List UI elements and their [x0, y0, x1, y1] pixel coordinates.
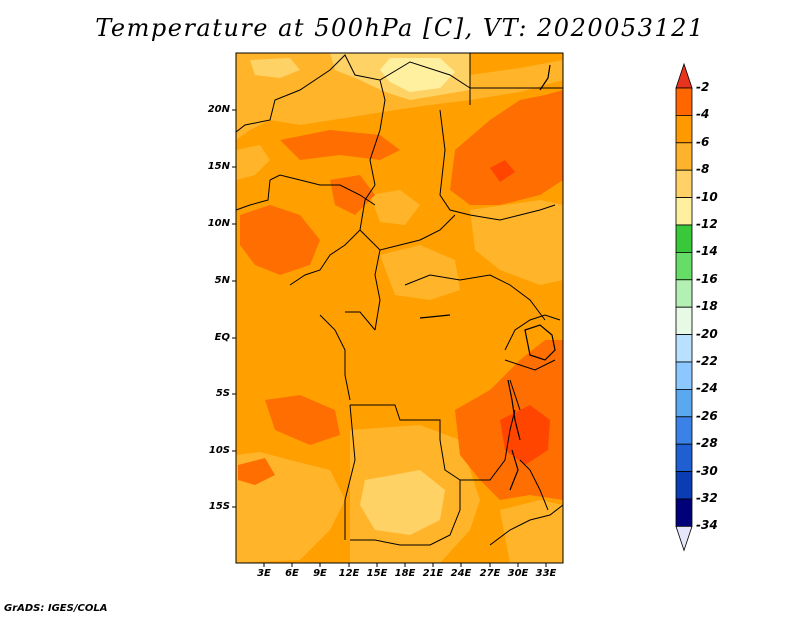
lon-label: 33E [535, 568, 557, 579]
country-boundaries [235, 53, 564, 546]
field-coolest-north [380, 58, 455, 92]
map-panel [235, 52, 564, 564]
field-cool-central [380, 245, 460, 300]
colorbar-label: -22 [696, 354, 718, 368]
colorbar-swatch [675, 443, 693, 473]
colorbar-bottom-arrow [675, 526, 693, 552]
colorbar-label: -2 [696, 80, 710, 94]
colorbar [675, 62, 693, 552]
lat-label: 5N [214, 275, 230, 286]
colorbar-swatch [675, 498, 693, 527]
colorbar-label: -12 [696, 217, 718, 231]
colorbar-swatch [675, 471, 693, 500]
colorbar-label: -26 [696, 408, 718, 423]
field-cool-northwest [250, 58, 300, 78]
field-warmer-east [490, 160, 515, 182]
field-warm-east [450, 90, 563, 205]
lon-label: 3E [257, 568, 271, 579]
lat-label: 10S [208, 445, 230, 456]
colorbar-label: -20 [696, 326, 718, 341]
field-cool-southeast [500, 500, 563, 563]
colorbar-swatch [675, 388, 693, 418]
colorbar-swatch [675, 251, 693, 281]
colorbar-swatch [675, 334, 693, 363]
lat-label: 10N [207, 218, 230, 229]
lat-label: 15S [208, 501, 230, 512]
colorbar-swatch [675, 361, 693, 390]
colorbar-swatch [675, 169, 693, 198]
colorbar-label: -14 [696, 244, 718, 259]
colorbar-swatch [675, 142, 693, 171]
lon-label: 27E [479, 568, 501, 579]
lon-label: 21E [422, 568, 444, 579]
colorbar-label: -10 [696, 189, 718, 204]
colorbar-swatch [675, 224, 693, 253]
lat-ticks [232, 109, 236, 508]
lat-label: 20N [207, 104, 230, 115]
field-cool-mid [370, 190, 420, 225]
field-warm-southwest [265, 395, 340, 445]
colorbar-label: -18 [696, 299, 718, 314]
colorbar-swatch [675, 306, 693, 336]
lon-label: 24E [450, 568, 472, 579]
lon-ticks [263, 563, 547, 567]
lon-label: 6E [285, 568, 299, 579]
field-cooler-south [360, 470, 445, 535]
field-warm-west [240, 205, 320, 275]
colorbar-label: -30 [696, 463, 718, 478]
colorbar-swatch [675, 416, 693, 445]
colorbar-swatch [675, 197, 693, 226]
field-cool-east [470, 200, 563, 285]
colorbar-swatch [675, 279, 693, 308]
colorbar-label: -32 [696, 491, 718, 505]
colorbar-label: -8 [696, 162, 710, 177]
chart-title: Temperature at 500hPa [C], VT: 202005312… [95, 14, 705, 42]
colorbar-label: -28 [696, 436, 718, 451]
lat-label: 5S [215, 388, 230, 399]
lat-label: 15N [207, 161, 230, 172]
colorbar-label: -6 [696, 134, 710, 149]
lon-label: 9E [313, 568, 327, 579]
lon-label: 30E [507, 568, 529, 579]
lakes [419, 64, 556, 491]
colorbar-label: -34 [696, 518, 718, 533]
lon-label: 15E [366, 568, 388, 579]
map-frame [235, 52, 564, 564]
field-warm-north [280, 130, 400, 160]
lon-label: 18E [394, 568, 416, 579]
field-warm-spot [238, 458, 275, 485]
colorbar-label: -24 [696, 381, 718, 396]
colorbar-label: -16 [696, 271, 718, 286]
colorbar-top-arrow [675, 62, 693, 89]
colorbar-swatch [675, 115, 693, 144]
colorbar-swatch [675, 87, 693, 116]
credit-text: GrADS: IGES/COLA [4, 603, 108, 614]
lon-label: 12E [338, 568, 360, 579]
colorbar-label: -4 [696, 107, 710, 122]
field-cool-west [236, 145, 270, 180]
lat-label: EQ [214, 332, 230, 343]
